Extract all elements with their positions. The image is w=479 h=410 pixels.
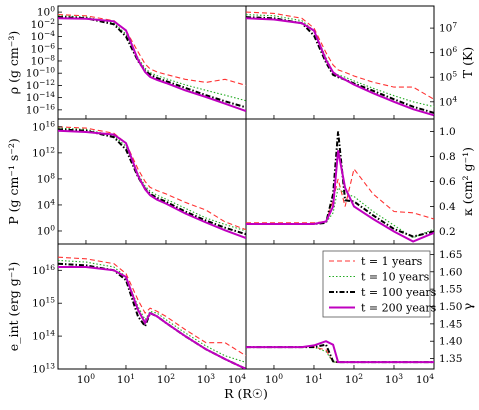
xtick-label: 100 (77, 372, 95, 386)
xtick-label: 100 (265, 372, 283, 386)
xtick-label: 101 (117, 372, 135, 386)
ylabel-P: P (g cm⁻¹ s⁻²) (6, 138, 21, 225)
ylabel-T: T (K) (460, 47, 475, 78)
ytick-label: 0.6 (439, 176, 456, 188)
panel-frame-kappa (245, 118, 435, 245)
ytick-label: 1016 (32, 263, 55, 277)
series-T-4 (246, 17, 434, 117)
legend-label: t = 100 years (361, 286, 437, 299)
series-gamma-2 (246, 346, 434, 363)
legend-items: t = 1 years t = 10 years t = 100 years t = … (329, 255, 437, 315)
series-gamma-4 (246, 340, 434, 364)
series-eint-3 (58, 262, 246, 369)
xlabel: R (R☉) (224, 386, 268, 401)
series-kappa-3 (246, 131, 434, 238)
series-P-3 (58, 128, 246, 236)
series-rho-3 (58, 16, 246, 109)
series-T-1 (246, 11, 434, 100)
series-P-2 (58, 127, 246, 232)
series-rho-4 (58, 17, 246, 113)
series-gamma-1 (246, 346, 434, 363)
ytick-label: 104 (37, 197, 55, 211)
series-kappa-1 (246, 167, 434, 224)
ytick-label: 106 (439, 45, 457, 59)
legend: t = 1 years t = 10 years t = 100 years t = … (322, 250, 437, 318)
ytick-label: 100 (37, 223, 55, 237)
panel-frame-T (245, 5, 435, 120)
axis-labels: ρ (g cm⁻³) T (K) P (g cm⁻¹ s⁻²) κ (cm² g⁻¹)… (6, 31, 475, 401)
ytick-label: 1.65 (439, 249, 462, 261)
ytick-label: 104 (439, 94, 457, 108)
series-eint-4 (58, 266, 246, 369)
legend-box (322, 250, 431, 318)
ylabel-gamma: γ (460, 303, 475, 310)
ytick-label: 0.4 (439, 201, 456, 213)
series-kappa-4 (246, 150, 434, 243)
ytick-label: 1.55 (439, 284, 462, 296)
ytick-label: 1016 (32, 119, 55, 133)
ytick-label: 10−16 (26, 102, 55, 116)
ytick-label: 1.45 (439, 318, 462, 330)
series-T-2 (246, 14, 434, 108)
panel-frame-P (57, 118, 247, 245)
xtick-label: 101 (305, 372, 323, 386)
ytick-label: 1.50 (439, 301, 462, 313)
ylabel-rho: ρ (g cm⁻³) (6, 31, 21, 95)
legend-label: t = 10 years (361, 271, 430, 284)
ytick-label: 1.0 (439, 126, 456, 138)
series-P-4 (58, 129, 246, 240)
series-eint-2 (58, 259, 246, 363)
ytick-label: 0.2 (439, 226, 456, 238)
panel-frame-eint (57, 243, 247, 370)
xtick-label: 104 (228, 372, 246, 386)
xtick-label: 103 (385, 372, 403, 386)
ytick-label: 107 (439, 21, 457, 35)
ytick-label: 1.35 (439, 353, 462, 365)
series-T-3 (246, 16, 434, 114)
ytick-label: 108 (37, 171, 55, 185)
series-layer (58, 11, 434, 369)
series-P-1 (58, 126, 246, 231)
ytick-label: 1015 (32, 296, 55, 310)
series-kappa-2 (246, 186, 434, 239)
legend-label: t = 200 years (361, 302, 437, 315)
ytick-label: 1.40 (439, 336, 462, 348)
series-rho-1 (58, 14, 246, 86)
series-rho-2 (58, 15, 246, 102)
ytick-label: 0.8 (439, 151, 456, 163)
ytick-label: 1014 (32, 329, 55, 343)
xtick-label: 104 (416, 372, 434, 386)
xtick-label: 103 (197, 372, 215, 386)
ylabel-kappa: κ (cm² g⁻¹) (460, 147, 475, 216)
legend-label: t = 1 years (361, 255, 423, 268)
ytick-label: 1012 (32, 145, 55, 159)
xtick-label: 102 (157, 372, 175, 386)
series-eint-1 (58, 256, 246, 357)
ytick-label: 105 (439, 70, 457, 84)
ytick-label: 1.60 (439, 266, 462, 278)
ylabel-eint: e_int (erg g⁻¹) (6, 262, 21, 351)
xtick-label: 102 (345, 372, 363, 386)
ytick-label: 1013 (32, 362, 55, 376)
